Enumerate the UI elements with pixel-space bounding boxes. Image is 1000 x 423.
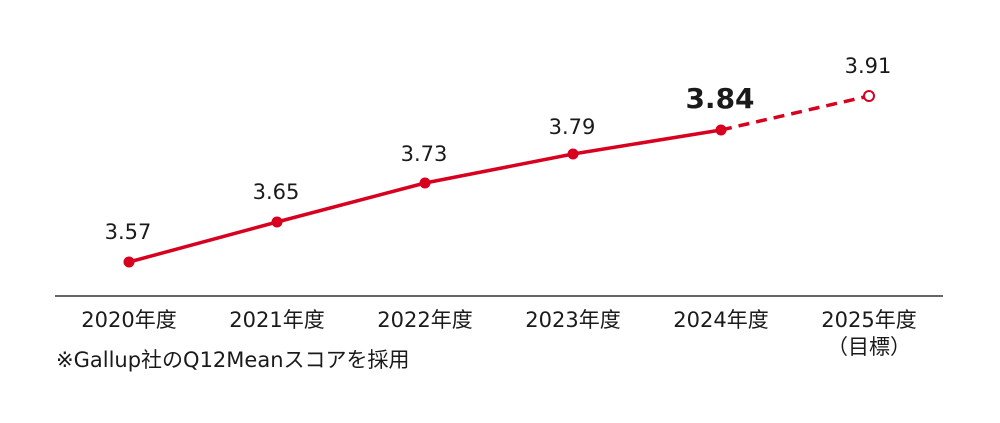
- target-series-line: [720, 94, 870, 132]
- data-label-2022: 3.73: [400, 142, 448, 166]
- data-point-2020: [123, 256, 135, 268]
- x-tick-2023: 2023年度: [525, 308, 621, 332]
- x-tick-2025: 2025年度 （目標）: [821, 307, 916, 361]
- data-point-2023: [567, 148, 579, 160]
- x-tick-2022: 2022年度: [377, 308, 473, 332]
- x-tick-2025-target-note: （目標）: [826, 335, 911, 359]
- x-tick-2024: 2024年度: [673, 308, 769, 332]
- data-label-2021: 3.65: [252, 180, 300, 204]
- source-note: ※Gallup社のQ12Meanスコアを採用: [56, 348, 410, 372]
- data-label-2025-target: 3.91: [844, 54, 892, 78]
- data-point-2025-target: [863, 90, 875, 102]
- data-point-2024: [715, 124, 727, 136]
- data-point-2021: [271, 216, 283, 228]
- x-tick-2021: 2021年度: [229, 308, 325, 332]
- data-point-2022: [419, 177, 431, 189]
- x-tick-2025-year: 2025年度: [821, 308, 917, 332]
- data-label-2020: 3.57: [104, 220, 152, 244]
- x-tick-2020: 2020年度: [81, 308, 177, 332]
- data-label-2023: 3.79: [548, 115, 596, 139]
- data-label-2024: 3.84: [685, 82, 755, 115]
